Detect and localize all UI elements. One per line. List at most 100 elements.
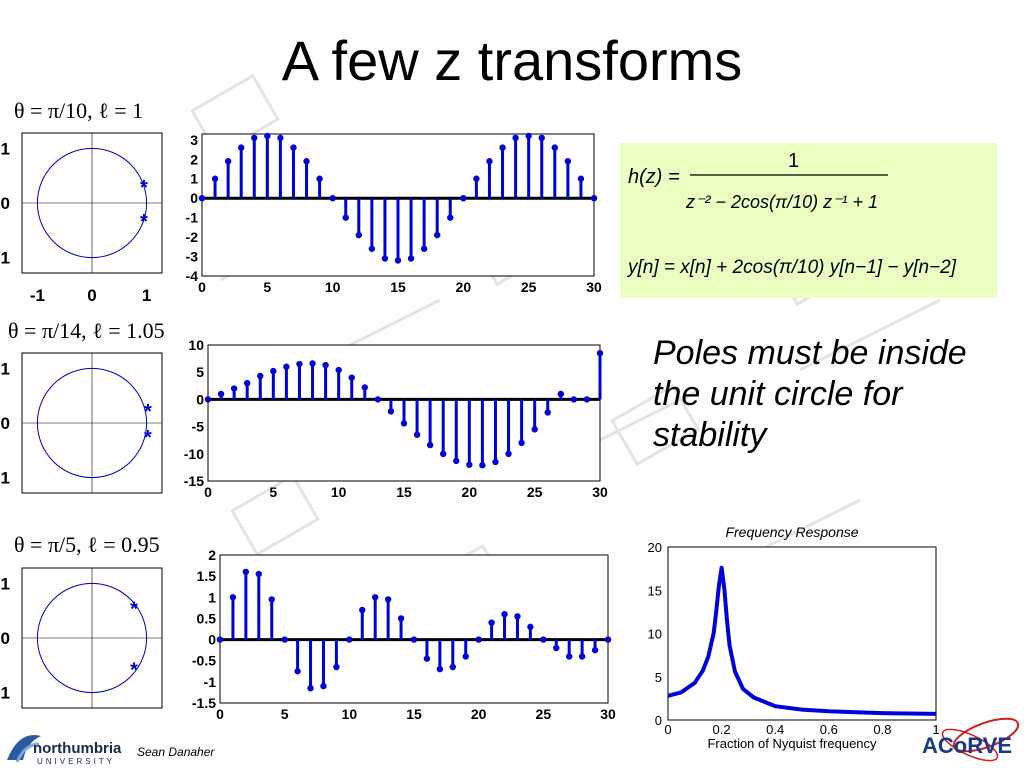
stem-marker xyxy=(604,636,612,643)
svg-text:h(z) =: h(z) = xyxy=(628,166,680,188)
stem-marker xyxy=(348,374,355,381)
northumbria-logo: northumbria UNIVERSITY xyxy=(7,735,122,766)
stem-marker xyxy=(410,636,418,643)
svg-text:northumbria: northumbria xyxy=(33,740,122,757)
stem-marker xyxy=(538,134,545,142)
svg-text:y[n] = x[n] + 2cos(π/10) y[n−1: y[n] = x[n] + 2cos(π/10) y[n−1] − y[n−2] xyxy=(626,257,957,278)
stem-marker xyxy=(460,194,467,202)
pole-label-3: θ = π/5, ℓ = 0.95 xyxy=(14,532,160,557)
stem-marker xyxy=(244,379,251,387)
pole-label-1: θ = π/10, ℓ = 1 xyxy=(14,98,144,123)
stem-frame xyxy=(219,554,609,704)
stem-ytick-label: -3 xyxy=(186,249,199,265)
stem-xtick-label: 30 xyxy=(600,706,616,722)
stem-ytick-label: 5 xyxy=(196,364,204,380)
pole-marker: * xyxy=(144,427,152,449)
stem-ytick-label: -0.5 xyxy=(192,653,216,669)
stem-marker xyxy=(322,361,329,369)
stem-marker xyxy=(551,144,558,151)
stem-marker xyxy=(557,390,564,398)
stem-marker xyxy=(277,134,284,142)
pz-ytick-label: -1 xyxy=(0,684,10,703)
frequency-response-plot: Frequency Response 20 15 10 5 00 0.2 0.4 0.6 0.8 1… xyxy=(648,524,940,751)
stem-ytick-label: -1 xyxy=(186,210,199,226)
stem-xtick-label: 30 xyxy=(592,484,608,500)
stem-marker xyxy=(577,175,585,182)
stem-marker xyxy=(578,653,586,660)
stem-marker xyxy=(527,623,534,631)
stem-ytick-label: -10 xyxy=(184,446,204,462)
stem-marker xyxy=(374,396,382,403)
stem-marker xyxy=(224,158,232,165)
stem-marker xyxy=(447,214,454,221)
stem-marker xyxy=(531,426,538,433)
freq-ytick-label: 15 xyxy=(648,583,662,598)
stem-marker xyxy=(255,570,262,578)
stem-marker xyxy=(566,653,573,660)
stem-marker xyxy=(198,194,206,202)
stem-marker xyxy=(544,409,551,416)
pole-marker: * xyxy=(130,599,138,621)
stem-xtick-label: 10 xyxy=(342,706,358,722)
stem-marker xyxy=(281,636,288,643)
stem-marker xyxy=(335,366,342,374)
stem-marker xyxy=(309,360,316,367)
pole-marker: * xyxy=(140,177,148,199)
slide-title: A few z transforms xyxy=(281,29,743,92)
stem-marker xyxy=(361,384,368,391)
stem-marker xyxy=(307,685,314,692)
author-name: Sean Danaher xyxy=(137,745,215,759)
stem-marker xyxy=(426,441,434,449)
stem-marker xyxy=(394,257,402,264)
stem-marker xyxy=(316,175,323,182)
stem-marker xyxy=(216,636,224,643)
pz-xtick-label: 1 xyxy=(142,286,151,305)
stem-marker xyxy=(462,653,469,660)
pole-marker: * xyxy=(130,659,138,681)
stem-marker xyxy=(436,665,444,673)
stem-marker xyxy=(359,606,366,614)
freq-response-curve xyxy=(667,565,937,716)
stem-marker xyxy=(400,420,408,427)
stem-ytick-label: -1.5 xyxy=(192,695,216,711)
stem-marker xyxy=(238,144,245,151)
impulse-response-plot-3: 21.510.50-0.5-1-1.50 5 10 15 20 25 30 xyxy=(192,547,616,722)
stem-marker xyxy=(570,396,578,403)
pz-xtick-label: -1 xyxy=(30,286,45,305)
stem-marker xyxy=(475,636,482,643)
unit-circle xyxy=(36,582,148,694)
stem-marker xyxy=(525,132,532,140)
stem-marker xyxy=(449,663,456,671)
svg-text:1: 1 xyxy=(788,150,799,172)
pole-label-2: θ = π/14, ℓ = 1.05 xyxy=(8,318,165,343)
pz-ytick-label: 0 xyxy=(1,414,10,433)
freq-xtick-label: 0 xyxy=(664,722,671,737)
stem-marker xyxy=(590,194,598,202)
svg-text:UNIVERSITY: UNIVERSITY xyxy=(37,757,115,766)
stem-marker xyxy=(320,682,327,690)
freq-ytick-label: 20 xyxy=(648,540,662,555)
stem-ytick-label: 1 xyxy=(208,589,216,605)
stem-marker xyxy=(251,134,258,142)
stem-marker xyxy=(333,663,340,671)
stem-marker xyxy=(591,646,599,654)
stem-marker xyxy=(296,360,303,368)
stem-marker xyxy=(505,450,512,457)
stem-ytick-label: 2 xyxy=(208,547,216,563)
stem-marker xyxy=(283,363,290,370)
stem-marker xyxy=(492,458,499,466)
stem-marker xyxy=(230,385,238,392)
stem-xtick-label: 25 xyxy=(536,706,552,722)
stem-marker xyxy=(346,636,353,643)
stem-marker xyxy=(466,461,473,468)
freq-frame xyxy=(667,546,937,721)
pole-zero-plot-2: 1 0 -1 * * xyxy=(0,352,163,494)
stem-marker xyxy=(407,255,415,262)
acorve-logo: ACoRVE xyxy=(922,717,1020,762)
stem-marker xyxy=(294,668,301,675)
stem-marker xyxy=(242,568,250,576)
stem-marker xyxy=(499,144,506,151)
freq-xtick-label: 0.8 xyxy=(873,722,891,737)
pz-ytick-label: 1 xyxy=(1,139,10,158)
